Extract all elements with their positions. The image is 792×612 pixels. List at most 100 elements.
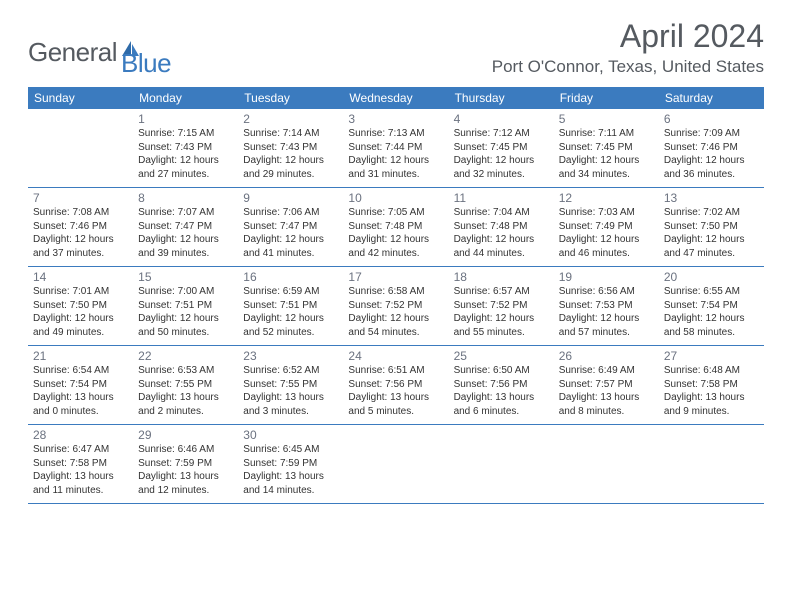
day-info: Sunrise: 7:04 AMSunset: 7:48 PMDaylight:… xyxy=(454,206,549,260)
day-number: 26 xyxy=(559,349,654,363)
day-info: Sunrise: 6:55 AMSunset: 7:54 PMDaylight:… xyxy=(664,285,759,339)
week-row: 7Sunrise: 7:08 AMSunset: 7:46 PMDaylight… xyxy=(28,188,764,267)
day-number: 19 xyxy=(559,270,654,284)
day-cell: 1Sunrise: 7:15 AMSunset: 7:43 PMDaylight… xyxy=(133,109,238,187)
empty-day xyxy=(449,425,554,503)
week-row: 28Sunrise: 6:47 AMSunset: 7:58 PMDayligh… xyxy=(28,425,764,504)
day-info: Sunrise: 6:57 AMSunset: 7:52 PMDaylight:… xyxy=(454,285,549,339)
day-info: Sunrise: 6:49 AMSunset: 7:57 PMDaylight:… xyxy=(559,364,654,418)
day-cell: 30Sunrise: 6:45 AMSunset: 7:59 PMDayligh… xyxy=(238,425,343,503)
day-info: Sunrise: 7:01 AMSunset: 7:50 PMDaylight:… xyxy=(33,285,128,339)
day-number: 18 xyxy=(454,270,549,284)
day-cell: 9Sunrise: 7:06 AMSunset: 7:47 PMDaylight… xyxy=(238,188,343,266)
logo: General Blue xyxy=(28,26,171,79)
week-row: 14Sunrise: 7:01 AMSunset: 7:50 PMDayligh… xyxy=(28,267,764,346)
day-number: 25 xyxy=(454,349,549,363)
week-row: 1Sunrise: 7:15 AMSunset: 7:43 PMDaylight… xyxy=(28,109,764,188)
day-info: Sunrise: 7:09 AMSunset: 7:46 PMDaylight:… xyxy=(664,127,759,181)
weekday-header: Sunday xyxy=(28,87,133,109)
day-cell: 25Sunrise: 6:50 AMSunset: 7:56 PMDayligh… xyxy=(449,346,554,424)
day-info: Sunrise: 6:56 AMSunset: 7:53 PMDaylight:… xyxy=(559,285,654,339)
day-cell: 15Sunrise: 7:00 AMSunset: 7:51 PMDayligh… xyxy=(133,267,238,345)
day-cell: 13Sunrise: 7:02 AMSunset: 7:50 PMDayligh… xyxy=(659,188,764,266)
day-cell: 8Sunrise: 7:07 AMSunset: 7:47 PMDaylight… xyxy=(133,188,238,266)
header: General Blue April 2024 Port O'Connor, T… xyxy=(28,18,764,79)
calendar-body: 1Sunrise: 7:15 AMSunset: 7:43 PMDaylight… xyxy=(28,109,764,504)
day-cell: 3Sunrise: 7:13 AMSunset: 7:44 PMDaylight… xyxy=(343,109,448,187)
day-number: 4 xyxy=(454,112,549,126)
day-number: 28 xyxy=(33,428,128,442)
logo-general: General xyxy=(28,37,117,68)
day-number: 3 xyxy=(348,112,443,126)
day-cell: 5Sunrise: 7:11 AMSunset: 7:45 PMDaylight… xyxy=(554,109,659,187)
day-number: 2 xyxy=(243,112,338,126)
day-number: 16 xyxy=(243,270,338,284)
day-info: Sunrise: 7:14 AMSunset: 7:43 PMDaylight:… xyxy=(243,127,338,181)
month-title: April 2024 xyxy=(492,18,764,55)
day-info: Sunrise: 7:05 AMSunset: 7:48 PMDaylight:… xyxy=(348,206,443,260)
location: Port O'Connor, Texas, United States xyxy=(492,57,764,77)
day-info: Sunrise: 6:58 AMSunset: 7:52 PMDaylight:… xyxy=(348,285,443,339)
day-info: Sunrise: 6:53 AMSunset: 7:55 PMDaylight:… xyxy=(138,364,233,418)
day-number: 13 xyxy=(664,191,759,205)
day-number: 20 xyxy=(664,270,759,284)
day-cell: 14Sunrise: 7:01 AMSunset: 7:50 PMDayligh… xyxy=(28,267,133,345)
empty-day xyxy=(28,109,133,187)
day-number: 1 xyxy=(138,112,233,126)
day-number: 29 xyxy=(138,428,233,442)
day-cell: 23Sunrise: 6:52 AMSunset: 7:55 PMDayligh… xyxy=(238,346,343,424)
day-number: 30 xyxy=(243,428,338,442)
day-cell: 18Sunrise: 6:57 AMSunset: 7:52 PMDayligh… xyxy=(449,267,554,345)
day-number: 12 xyxy=(559,191,654,205)
empty-day xyxy=(554,425,659,503)
day-info: Sunrise: 6:45 AMSunset: 7:59 PMDaylight:… xyxy=(243,443,338,497)
title-block: April 2024 Port O'Connor, Texas, United … xyxy=(492,18,764,77)
weekday-header: Wednesday xyxy=(343,87,448,109)
day-info: Sunrise: 7:13 AMSunset: 7:44 PMDaylight:… xyxy=(348,127,443,181)
day-number: 23 xyxy=(243,349,338,363)
day-number: 11 xyxy=(454,191,549,205)
weekday-header: Monday xyxy=(133,87,238,109)
day-info: Sunrise: 6:48 AMSunset: 7:58 PMDaylight:… xyxy=(664,364,759,418)
calendar: SundayMondayTuesdayWednesdayThursdayFrid… xyxy=(28,87,764,504)
day-number: 5 xyxy=(559,112,654,126)
day-cell: 16Sunrise: 6:59 AMSunset: 7:51 PMDayligh… xyxy=(238,267,343,345)
day-cell: 22Sunrise: 6:53 AMSunset: 7:55 PMDayligh… xyxy=(133,346,238,424)
day-cell: 26Sunrise: 6:49 AMSunset: 7:57 PMDayligh… xyxy=(554,346,659,424)
day-cell: 19Sunrise: 6:56 AMSunset: 7:53 PMDayligh… xyxy=(554,267,659,345)
weekday-header: Friday xyxy=(554,87,659,109)
day-info: Sunrise: 6:51 AMSunset: 7:56 PMDaylight:… xyxy=(348,364,443,418)
day-number: 8 xyxy=(138,191,233,205)
day-number: 7 xyxy=(33,191,128,205)
day-info: Sunrise: 7:08 AMSunset: 7:46 PMDaylight:… xyxy=(33,206,128,260)
day-info: Sunrise: 6:50 AMSunset: 7:56 PMDaylight:… xyxy=(454,364,549,418)
day-number: 27 xyxy=(664,349,759,363)
day-number: 22 xyxy=(138,349,233,363)
day-info: Sunrise: 6:54 AMSunset: 7:54 PMDaylight:… xyxy=(33,364,128,418)
day-info: Sunrise: 7:06 AMSunset: 7:47 PMDaylight:… xyxy=(243,206,338,260)
day-info: Sunrise: 7:11 AMSunset: 7:45 PMDaylight:… xyxy=(559,127,654,181)
day-cell: 4Sunrise: 7:12 AMSunset: 7:45 PMDaylight… xyxy=(449,109,554,187)
day-cell: 27Sunrise: 6:48 AMSunset: 7:58 PMDayligh… xyxy=(659,346,764,424)
weekday-header: Thursday xyxy=(449,87,554,109)
day-number: 10 xyxy=(348,191,443,205)
day-cell: 17Sunrise: 6:58 AMSunset: 7:52 PMDayligh… xyxy=(343,267,448,345)
day-number: 9 xyxy=(243,191,338,205)
day-cell: 11Sunrise: 7:04 AMSunset: 7:48 PMDayligh… xyxy=(449,188,554,266)
empty-day xyxy=(659,425,764,503)
day-cell: 6Sunrise: 7:09 AMSunset: 7:46 PMDaylight… xyxy=(659,109,764,187)
weekday-header: Tuesday xyxy=(238,87,343,109)
day-info: Sunrise: 7:02 AMSunset: 7:50 PMDaylight:… xyxy=(664,206,759,260)
day-cell: 2Sunrise: 7:14 AMSunset: 7:43 PMDaylight… xyxy=(238,109,343,187)
logo-blue: Blue xyxy=(121,48,171,78)
day-info: Sunrise: 7:03 AMSunset: 7:49 PMDaylight:… xyxy=(559,206,654,260)
day-info: Sunrise: 7:15 AMSunset: 7:43 PMDaylight:… xyxy=(138,127,233,181)
day-number: 17 xyxy=(348,270,443,284)
day-cell: 28Sunrise: 6:47 AMSunset: 7:58 PMDayligh… xyxy=(28,425,133,503)
day-info: Sunrise: 7:12 AMSunset: 7:45 PMDaylight:… xyxy=(454,127,549,181)
day-number: 24 xyxy=(348,349,443,363)
day-number: 15 xyxy=(138,270,233,284)
day-number: 6 xyxy=(664,112,759,126)
day-cell: 7Sunrise: 7:08 AMSunset: 7:46 PMDaylight… xyxy=(28,188,133,266)
day-info: Sunrise: 7:07 AMSunset: 7:47 PMDaylight:… xyxy=(138,206,233,260)
